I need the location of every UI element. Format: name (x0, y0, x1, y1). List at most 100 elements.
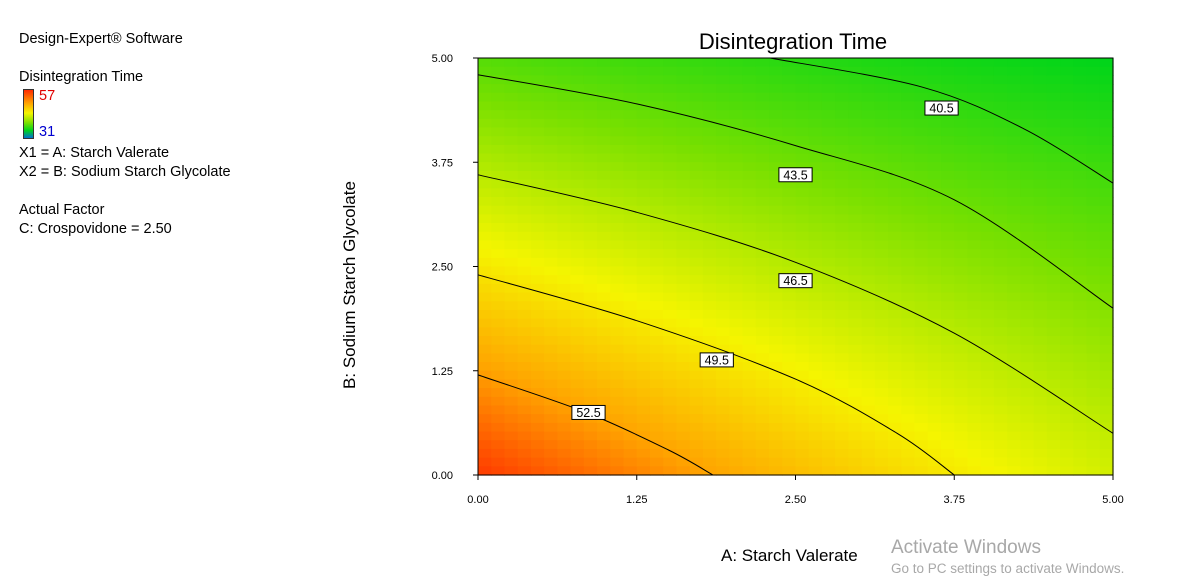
heatmap-cell (888, 422, 902, 433)
heatmap-cell (993, 379, 1008, 389)
heatmap-cell (623, 344, 638, 354)
heatmap-cell (742, 318, 757, 328)
heatmap-cell (861, 301, 876, 311)
heatmap-cell (729, 197, 744, 207)
heatmap-cell (967, 301, 982, 311)
heatmap-cell (980, 414, 995, 424)
heatmap-cell (583, 92, 598, 103)
heatmap-cell (914, 318, 929, 328)
heatmap-cell (729, 422, 744, 433)
heatmap-cell (530, 466, 545, 476)
heatmap-cell (716, 336, 730, 346)
heatmap-cell (941, 370, 955, 381)
heatmap-cell (993, 170, 1008, 181)
heatmap-cell (848, 214, 863, 224)
heatmap-cell (1007, 405, 1021, 415)
heatmap-cell (914, 84, 929, 94)
heatmap-cell (1073, 440, 1088, 450)
heatmap-cell (861, 266, 876, 276)
heatmap-cell (610, 448, 625, 459)
heatmap-cell (1020, 457, 1035, 467)
heatmap-cell (597, 292, 611, 302)
watermark-line-1: Activate Windows (891, 537, 1041, 558)
heatmap-cell (530, 388, 545, 398)
heatmap-cell (689, 118, 704, 129)
heatmap-cell (769, 431, 783, 441)
heatmap-cell (808, 362, 823, 372)
heatmap-cell (478, 205, 492, 215)
heatmap-cell (702, 223, 717, 233)
heatmap-cell (517, 292, 532, 302)
heatmap-cell (729, 118, 744, 129)
heatmap-cell (914, 240, 929, 250)
heatmap-cell (689, 240, 704, 250)
heatmap-cell (610, 136, 625, 146)
heatmap-cell (1046, 58, 1061, 68)
heatmap-cell (914, 309, 929, 320)
heatmap-cell (980, 92, 995, 103)
heatmap-cell (530, 75, 545, 85)
heatmap-cell (1060, 66, 1074, 76)
heatmap-cell (689, 153, 704, 163)
heatmap-cell (769, 240, 783, 250)
heatmap-cell (993, 353, 1008, 363)
heatmap-cell (1099, 275, 1114, 285)
heatmap-cell (967, 266, 982, 276)
heatmap-cell (782, 414, 797, 424)
heatmap-cell (1033, 223, 1048, 233)
heatmap-cell (557, 66, 572, 76)
heatmap-cell (861, 292, 876, 302)
heatmap-cell (954, 422, 969, 433)
heatmap-cell (967, 197, 982, 207)
heatmap-cell (530, 188, 545, 198)
heatmap-cell (530, 110, 545, 120)
heatmap-cell (874, 370, 889, 381)
heatmap-cell (544, 214, 558, 224)
heatmap-cell (1073, 66, 1088, 76)
heatmap-cell (993, 457, 1008, 467)
heatmap-cell (623, 118, 638, 129)
heatmap-cell (1073, 101, 1088, 111)
heatmap-cell (676, 431, 691, 441)
heatmap-cell (1086, 127, 1101, 137)
heatmap-cell (663, 379, 678, 389)
heatmap-cell (888, 58, 902, 68)
heatmap-cell (755, 240, 770, 250)
heatmap-cell (544, 197, 558, 207)
heatmap-cell (755, 422, 770, 433)
heatmap-cell (557, 292, 572, 302)
heatmap-cell (901, 118, 916, 129)
heatmap-cell (504, 370, 519, 381)
heatmap-cell (808, 170, 823, 181)
heatmap-cell (557, 223, 572, 233)
heatmap-cell (491, 440, 506, 450)
heatmap-cell (1046, 205, 1061, 215)
heatmap-cell (1007, 66, 1021, 76)
heatmap-cell (636, 144, 651, 155)
heatmap-cell (874, 353, 889, 363)
heatmap-cell (782, 257, 797, 268)
heatmap-cell (1073, 431, 1088, 441)
heatmap-cell (544, 396, 558, 407)
heatmap-cell (583, 75, 598, 85)
heatmap-cell (597, 309, 611, 320)
x-tick-label: 0.00 (467, 494, 488, 506)
heatmap-cell (702, 370, 717, 381)
heatmap-cell (557, 336, 572, 346)
heatmap-cell (676, 257, 691, 268)
heatmap-cell (530, 58, 545, 68)
heatmap-cell (517, 257, 532, 268)
heatmap-cell (702, 379, 717, 389)
heatmap-cell (742, 457, 757, 467)
heatmap-cell (557, 127, 572, 137)
heatmap-cell (689, 84, 704, 94)
x-tick-label: 5.00 (1102, 494, 1123, 506)
heatmap-cell (676, 214, 691, 224)
heatmap-cell (1007, 214, 1021, 224)
heatmap-cell (530, 205, 545, 215)
heatmap-cell (676, 92, 691, 103)
heatmap-cell (570, 336, 585, 346)
heatmap-cell (914, 170, 929, 181)
heatmap-cell (729, 301, 744, 311)
heatmap-cell (702, 414, 717, 424)
